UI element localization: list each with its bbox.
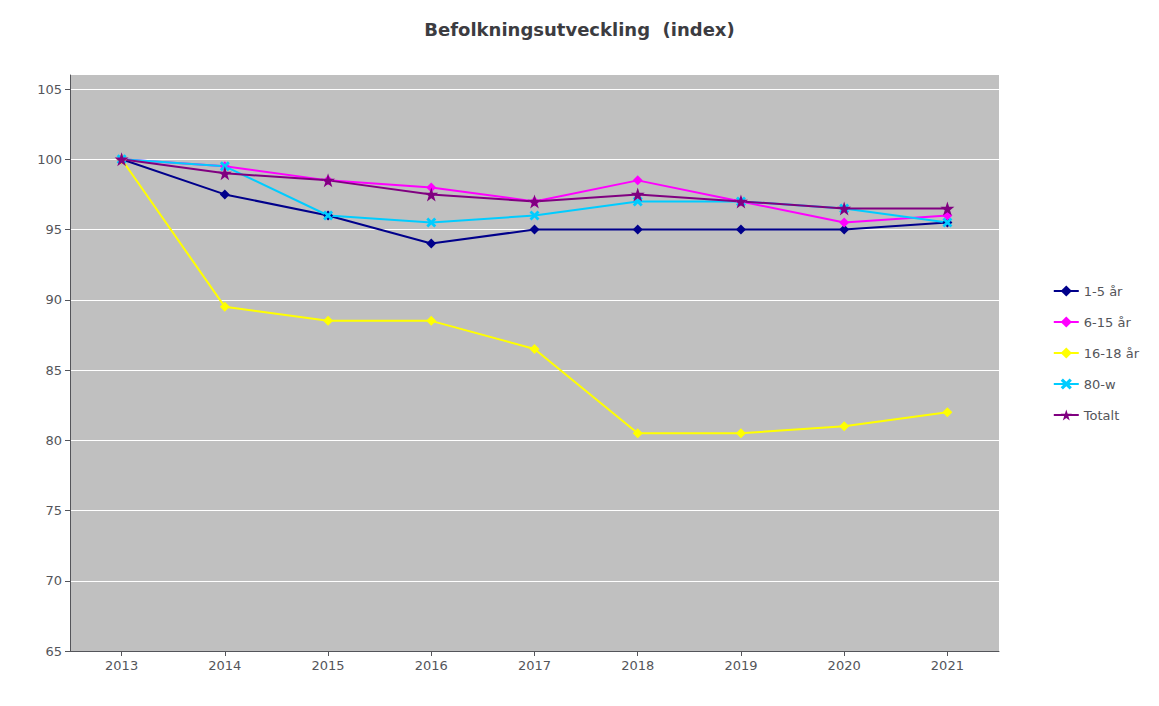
svg-text:2019: 2019	[724, 658, 757, 673]
svg-text:90: 90	[45, 292, 62, 307]
svg-text:2013: 2013	[105, 658, 138, 673]
svg-text:80: 80	[45, 433, 62, 448]
svg-text:100: 100	[37, 152, 62, 167]
svg-text:2020: 2020	[828, 658, 861, 673]
svg-text:2014: 2014	[208, 658, 241, 673]
svg-text:75: 75	[45, 503, 62, 518]
svg-text:95: 95	[45, 222, 62, 237]
svg-text:2017: 2017	[518, 658, 551, 673]
svg-text:70: 70	[45, 573, 62, 588]
svg-text:2016: 2016	[415, 658, 448, 673]
svg-text:2015: 2015	[312, 658, 345, 673]
svg-text:1-5 år: 1-5 år	[1084, 284, 1123, 299]
svg-text:65: 65	[45, 644, 62, 659]
svg-text:85: 85	[45, 363, 62, 378]
svg-text:Totalt: Totalt	[1083, 408, 1119, 423]
svg-text:2021: 2021	[931, 658, 964, 673]
svg-text:6-15 år: 6-15 år	[1084, 315, 1132, 330]
svg-text:2018: 2018	[621, 658, 654, 673]
svg-text:16-18 år: 16-18 år	[1084, 346, 1140, 361]
svg-text:80-w: 80-w	[1084, 377, 1116, 392]
svg-text:105: 105	[37, 82, 62, 97]
svg-text:Befolkningsutveckling (index): Befolkningsutveckling (index)	[424, 19, 734, 40]
